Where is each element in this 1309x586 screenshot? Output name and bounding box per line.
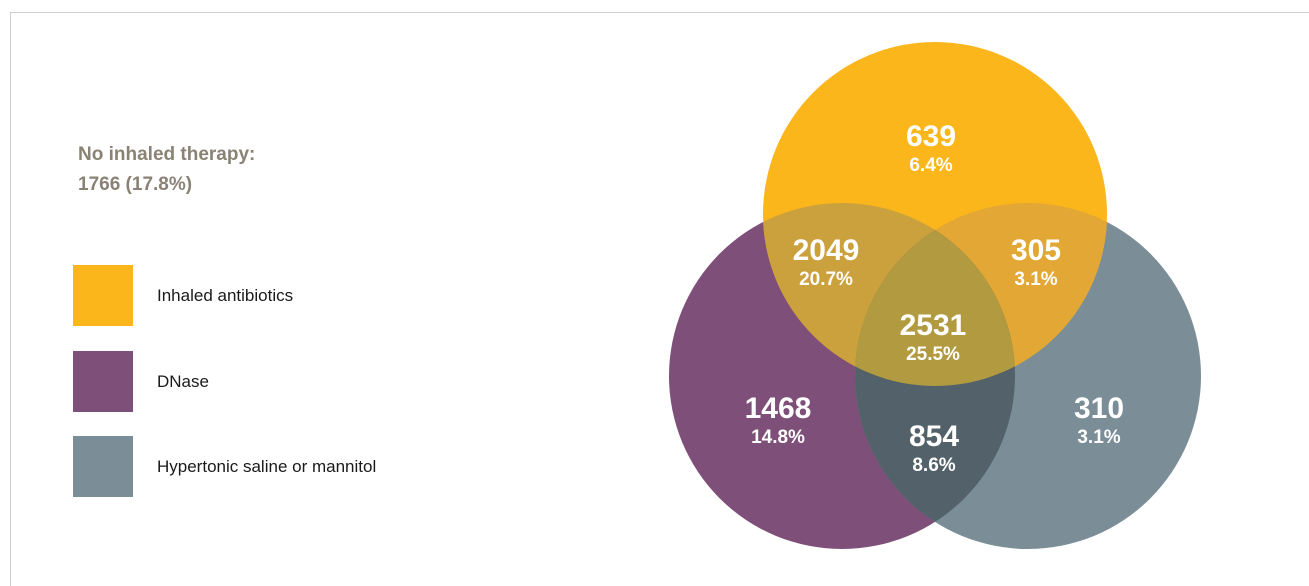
overlap-all-three [855,203,1015,386]
region-count-antibiotics-saline: 305 [1011,234,1061,267]
legend-swatch-dnase [73,351,133,412]
legend-swatch-antibiotics [73,265,133,326]
region-percent-dnase-only: 14.8% [751,427,805,448]
region-count-all-three: 2531 [900,309,967,342]
region-count-antibiotics-dnase: 2049 [793,234,860,267]
region-percent-all-three: 25.5% [906,344,960,365]
legend-label-saline: Hypertonic saline or mannitol [157,456,377,476]
region-count-antibiotics-only: 639 [906,120,956,153]
region-count-dnase-only: 1468 [745,392,812,425]
legend-item-dnase: DNase [73,351,209,412]
region-percent-dnase-saline: 8.6% [912,455,955,476]
region-count-saline-only: 310 [1074,392,1124,425]
no-therapy-note: No inhaled therapy: 1766 (17.8%) [78,140,255,200]
region-count-dnase-saline: 854 [909,420,959,453]
legend-swatch-saline [73,436,133,497]
region-percent-antibiotics-dnase: 20.7% [799,269,853,290]
legend-item-saline: Hypertonic saline or mannitol [73,436,376,497]
legend-label-dnase: DNase [157,371,209,391]
legend-item-antibiotics: Inhaled antibiotics [73,265,293,326]
region-percent-antibiotics-only: 6.4% [909,155,952,176]
region-percent-saline-only: 3.1% [1077,427,1120,448]
region-percent-antibiotics-saline: 3.1% [1014,269,1057,290]
figure-frame [10,12,1309,586]
no-therapy-label: No inhaled therapy: [78,144,256,165]
legend-label-antibiotics: Inhaled antibiotics [157,285,294,305]
no-therapy-value: 1766 (17.8%) [78,174,193,195]
